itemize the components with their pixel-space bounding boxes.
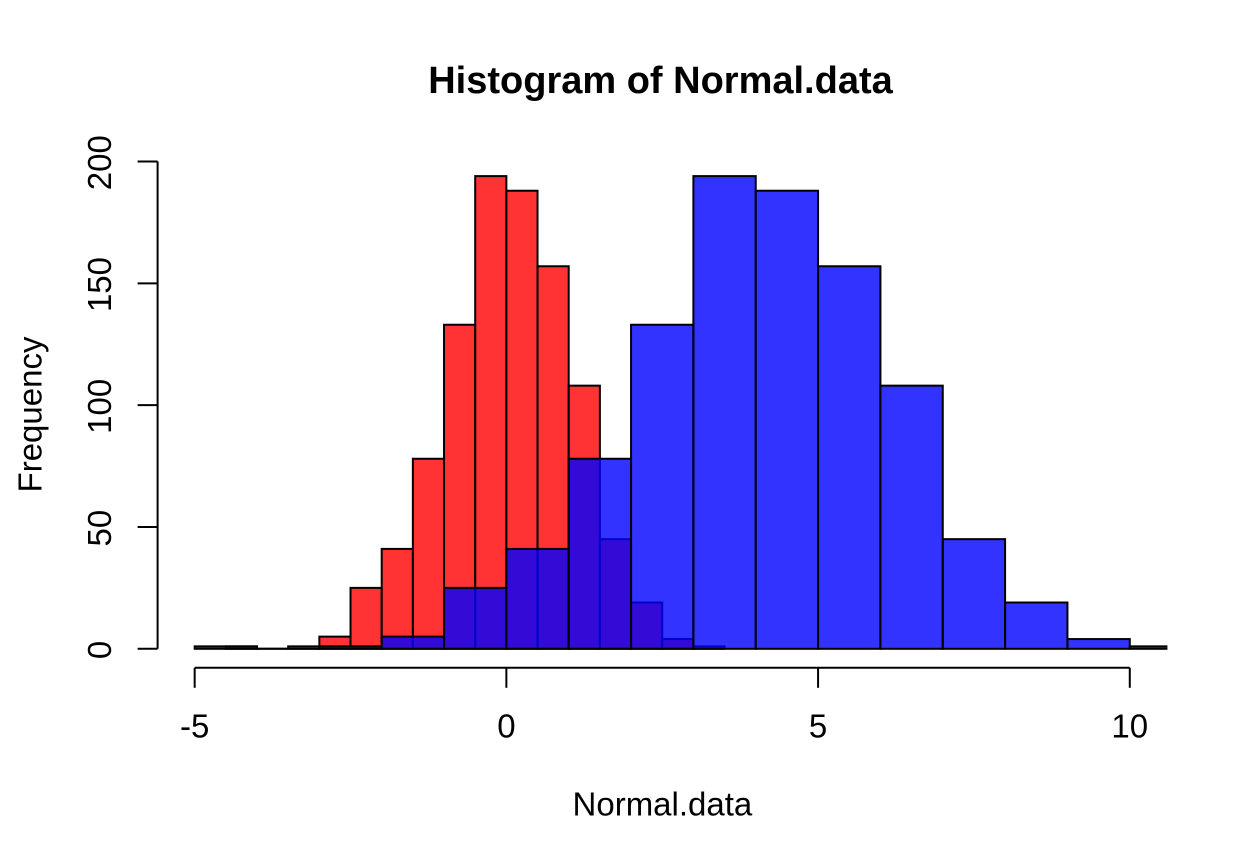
svg-text:Normal.data: Normal.data [573, 786, 753, 823]
svg-text:0: 0 [497, 707, 515, 744]
svg-text:50: 50 [81, 510, 118, 547]
svg-text:Frequency: Frequency [11, 336, 48, 492]
svg-text:100: 100 [81, 379, 118, 434]
svg-text:150: 150 [81, 257, 118, 312]
svg-text:5: 5 [809, 707, 827, 744]
svg-text:Histogram of Normal.data: Histogram of Normal.data [428, 60, 893, 102]
svg-text:200: 200 [81, 135, 118, 190]
svg-text:0: 0 [81, 641, 118, 659]
svg-text:-5: -5 [180, 707, 209, 744]
svg-text:10: 10 [1111, 707, 1148, 744]
